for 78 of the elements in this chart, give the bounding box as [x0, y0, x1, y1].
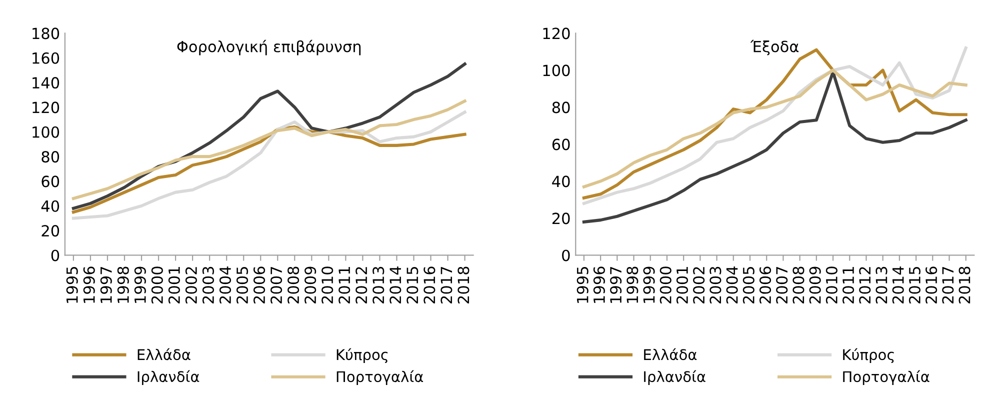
x-tick-label: 2008 [792, 266, 804, 304]
x-tick-label: 1998 [626, 266, 638, 303]
y-tick-label: 40 [552, 176, 570, 188]
x-tick-label: 2003 [202, 266, 214, 304]
legend-label: Ελλάδα [644, 348, 697, 360]
legend-label: Ιρλανδία [138, 370, 200, 385]
x-tick-label: 2014 [390, 266, 402, 304]
line-series [72, 100, 466, 200]
x-tick-label: 2010 [322, 266, 334, 304]
x-tick-label: 2000 [151, 266, 163, 304]
x-tick-label: 2001 [676, 267, 688, 304]
y-tick-label: 60 [552, 138, 570, 150]
x-tick-label: 2013 [372, 266, 384, 304]
x-tick-label: 2015 [908, 266, 920, 304]
x-tick-label: 1997 [100, 266, 112, 303]
y-tick-label: 0 [51, 250, 60, 262]
x-tick-label: 2012 [356, 267, 368, 304]
x-tick-label: 1995 [576, 266, 588, 303]
x-tick-label: 2018 [458, 266, 470, 304]
line-series [582, 70, 968, 224]
x-tick-label: 1999 [134, 266, 146, 303]
x-tick-label: 2016 [424, 266, 436, 304]
y-tick-label: 0 [562, 250, 570, 262]
legend-label: Κύπρος [843, 348, 894, 364]
x-tick-label: 2012 [859, 267, 871, 304]
x-tick-label: 2011 [338, 267, 350, 304]
legend-label: Πορτογαλία [843, 370, 930, 385]
x-tick-label: 2002 [693, 267, 705, 304]
x-tick-label: 1996 [83, 266, 95, 303]
x-tick-label: 2016 [926, 266, 938, 304]
x-tick-label: 2010 [826, 266, 838, 304]
y-tick-label: 120 [543, 28, 570, 40]
legend-label: Ιρλανδία [644, 370, 706, 385]
x-tick-label: 2013 [876, 266, 888, 304]
x-tick-label: 2002 [185, 267, 197, 304]
x-tick-label: 2006 [253, 266, 266, 304]
x-tick-label: 2007 [776, 266, 788, 304]
y-tick-label: 140 [32, 77, 60, 89]
x-tick-label: 1999 [643, 266, 655, 303]
chart-title: Έξοδα [750, 40, 799, 56]
line-series [582, 68, 968, 188]
chart-title: Φορολογική επιβάρυνση [177, 40, 361, 56]
x-tick-label: 1997 [610, 266, 622, 303]
x-tick-label: 2004 [726, 266, 738, 304]
x-tick-label: 2009 [809, 266, 821, 304]
legend-label: Κύπρος [336, 348, 388, 364]
y-tick-label: 120 [32, 102, 60, 114]
y-tick-label: 100 [543, 64, 570, 76]
x-tick-label: 1998 [117, 266, 129, 303]
x-tick-label: 2007 [270, 266, 282, 304]
x-tick-label: 2011 [842, 267, 854, 304]
x-tick-label: 2018 [958, 266, 970, 304]
legend-label: Ελλάδα [138, 348, 190, 360]
x-tick-label: 2005 [236, 266, 248, 304]
x-tick-label: 2005 [742, 266, 754, 304]
y-tick-label: 40 [41, 200, 60, 212]
y-tick-label: 80 [552, 102, 570, 114]
y-tick-label: 180 [32, 28, 60, 40]
x-tick-label: 2000 [660, 266, 672, 304]
legend-label: Πορτογαλία [336, 370, 424, 385]
x-tick-label: 2001 [168, 267, 180, 304]
y-tick-label: 60 [42, 176, 60, 188]
y-tick-label: 20 [42, 225, 60, 237]
x-tick-label: 2003 [710, 266, 722, 304]
x-tick-label: 1996 [593, 266, 605, 303]
x-tick-label: 2017 [942, 266, 954, 304]
x-tick-label: 2004 [219, 266, 232, 304]
x-tick-label: 1995 [66, 266, 78, 303]
y-tick-label: 100 [32, 126, 60, 138]
x-tick-label: 2014 [892, 266, 904, 304]
x-tick-label: 2015 [406, 266, 418, 304]
y-tick-label: 80 [42, 151, 60, 163]
y-tick-label: 20 [552, 212, 570, 224]
x-tick-label: 2017 [440, 266, 452, 304]
y-tick-label: 160 [32, 52, 60, 64]
x-tick-label: 2009 [304, 266, 316, 304]
x-tick-label: 2008 [288, 266, 300, 304]
x-tick-label: 2006 [759, 266, 772, 304]
